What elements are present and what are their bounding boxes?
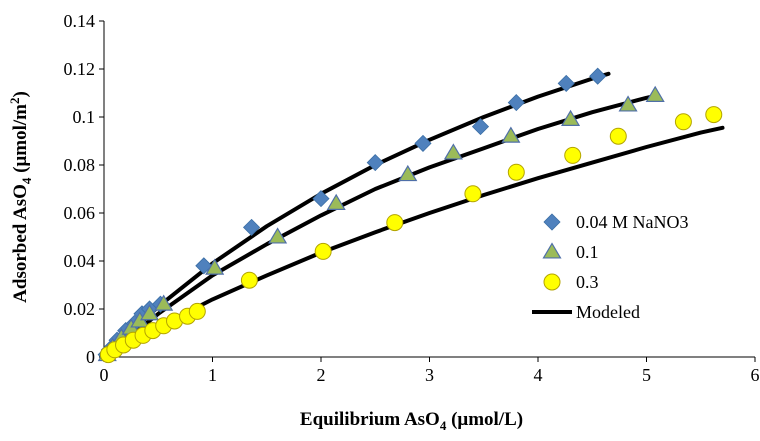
circle-point xyxy=(314,242,332,260)
diamond-point xyxy=(366,154,384,172)
y-tick-label: 0.08 xyxy=(64,155,96,175)
legend-label: 0.3 xyxy=(576,272,599,292)
legend-label: 0.04 M NaNO3 xyxy=(576,212,689,232)
triangle-point xyxy=(561,109,581,126)
circle-point xyxy=(609,127,627,145)
diamond-point xyxy=(471,118,490,136)
x-tick-label: 5 xyxy=(642,365,651,385)
triangle-point xyxy=(443,143,463,160)
triangle-point xyxy=(542,242,562,259)
x-tick-label: 0 xyxy=(100,365,109,385)
circle-point xyxy=(464,185,482,203)
y-tick-label: 0.06 xyxy=(64,203,96,223)
circle-point xyxy=(240,271,258,289)
axis-titles: Equilibrium AsO4 (μmol/L) Adsorbed AsO4 (… xyxy=(7,91,523,433)
circle-point xyxy=(705,106,723,124)
triangle-point xyxy=(205,258,225,275)
circle-point xyxy=(188,302,206,320)
y-tick-label: 0 xyxy=(86,347,95,367)
y-tick-label: 0.14 xyxy=(64,11,96,31)
x-tick-label: 6 xyxy=(751,365,760,385)
model-curve xyxy=(102,93,660,359)
legend-label: Modeled xyxy=(576,302,640,322)
diamond-point xyxy=(414,134,432,152)
triangle-point xyxy=(501,126,521,143)
x-axis-title: Equilibrium AsO4 (μmol/L) xyxy=(300,409,523,433)
x-tick-label: 1 xyxy=(208,365,217,385)
x-tick-label: 4 xyxy=(534,365,543,385)
diamond-point xyxy=(242,218,261,236)
y-tick-label: 0.02 xyxy=(64,299,96,319)
diamond-point xyxy=(195,257,213,275)
diamond-point xyxy=(557,74,575,92)
triangle-point xyxy=(645,85,665,102)
triangle-point xyxy=(398,164,418,182)
y-axis-title: Adsorbed AsO4 (μmol/m2) xyxy=(7,91,34,303)
triangle-point xyxy=(140,304,160,321)
model-curve xyxy=(102,125,725,359)
y-tick-label: 0.1 xyxy=(73,107,96,127)
triangle-point xyxy=(326,193,346,210)
legend: 0.04 M NaNO3 0.1 0.3 Modeled xyxy=(532,212,689,322)
circle-point xyxy=(386,214,404,232)
triangle-point xyxy=(618,95,638,112)
circle-point xyxy=(674,113,692,131)
diamond-point xyxy=(312,190,330,208)
triangle-point xyxy=(154,294,174,311)
circle-point xyxy=(507,163,525,181)
x-tick-label: 3 xyxy=(425,365,434,385)
triangle-point xyxy=(268,227,288,244)
y-tick-label: 0.04 xyxy=(64,251,96,271)
diamond-point xyxy=(589,67,607,85)
circle-point xyxy=(564,146,582,164)
legend-label: 0.1 xyxy=(576,242,599,262)
axes: 0 0.02 0.04 0.06 0.08 0.1 0.12 0.14 0 1 2 3 4 5 6 xyxy=(64,11,760,385)
diamond-point xyxy=(543,213,561,231)
x-tick-label: 2 xyxy=(317,365,326,385)
y-tick-label: 0.12 xyxy=(64,59,96,79)
data-points xyxy=(97,67,723,364)
diamond-point xyxy=(507,94,525,112)
circle-point xyxy=(543,273,561,291)
